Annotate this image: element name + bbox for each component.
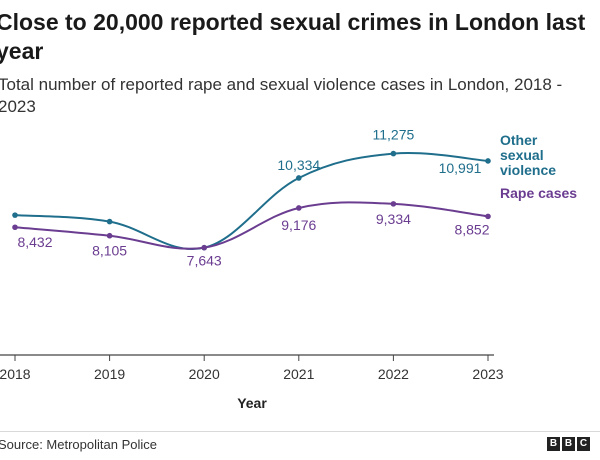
data-point: [390, 150, 397, 157]
chart-title: Close to 20,000 reported sexual crimes i…: [0, 9, 586, 64]
data-point: [201, 244, 207, 251]
series-line: [14, 152, 489, 250]
x-tick-label: 2018: [0, 366, 31, 382]
data-point: [485, 158, 491, 164]
source-text: Source: Metropolitan Police: [0, 437, 157, 452]
data-label: 11,275: [373, 127, 415, 143]
logo-letter: C: [577, 437, 590, 451]
data-label: 8,432: [17, 234, 52, 250]
data-label: 10,991: [439, 160, 482, 176]
data-label: 8,105: [92, 243, 127, 259]
x-tick-label: 2020: [189, 366, 220, 382]
x-tick-label: 2021: [283, 366, 314, 382]
data-point: [485, 213, 491, 220]
data-point: [106, 218, 113, 225]
bbc-logo: B B C: [547, 437, 590, 451]
data-point: [296, 175, 302, 181]
series-line: [14, 201, 489, 250]
data-label: 10,334: [277, 157, 320, 173]
line-chart: 2018 2019 2020 2021 2022 2023 Year 10,334 11,275…: [0, 127, 577, 411]
series-name-label: Other: [500, 132, 538, 148]
series-name-label: sexual: [500, 147, 544, 163]
data-label: 9,176: [281, 217, 316, 233]
data-point: [106, 232, 113, 239]
data-point: [296, 205, 302, 211]
data-point: [12, 224, 18, 231]
series-name-label: violence: [500, 162, 556, 178]
data-point: [12, 212, 18, 218]
data-label: 7,643: [187, 253, 222, 269]
data-label: 9,334: [376, 211, 411, 227]
series-name-label: Rape cases: [500, 185, 577, 201]
x-axis-label: Year: [237, 395, 267, 411]
x-tick-label: 2022: [378, 366, 409, 382]
x-tick-label: 2023: [472, 366, 503, 382]
data-point: [390, 201, 397, 207]
chart-footer: Source: Metropolitan Police B B C: [0, 431, 600, 460]
x-tick-label: 2019: [94, 366, 125, 382]
logo-letter: B: [562, 437, 575, 451]
data-label: 8,852: [454, 221, 489, 237]
logo-letter: B: [547, 437, 560, 451]
chart-subtitle: Total number of reported rape and sexual…: [0, 75, 563, 116]
